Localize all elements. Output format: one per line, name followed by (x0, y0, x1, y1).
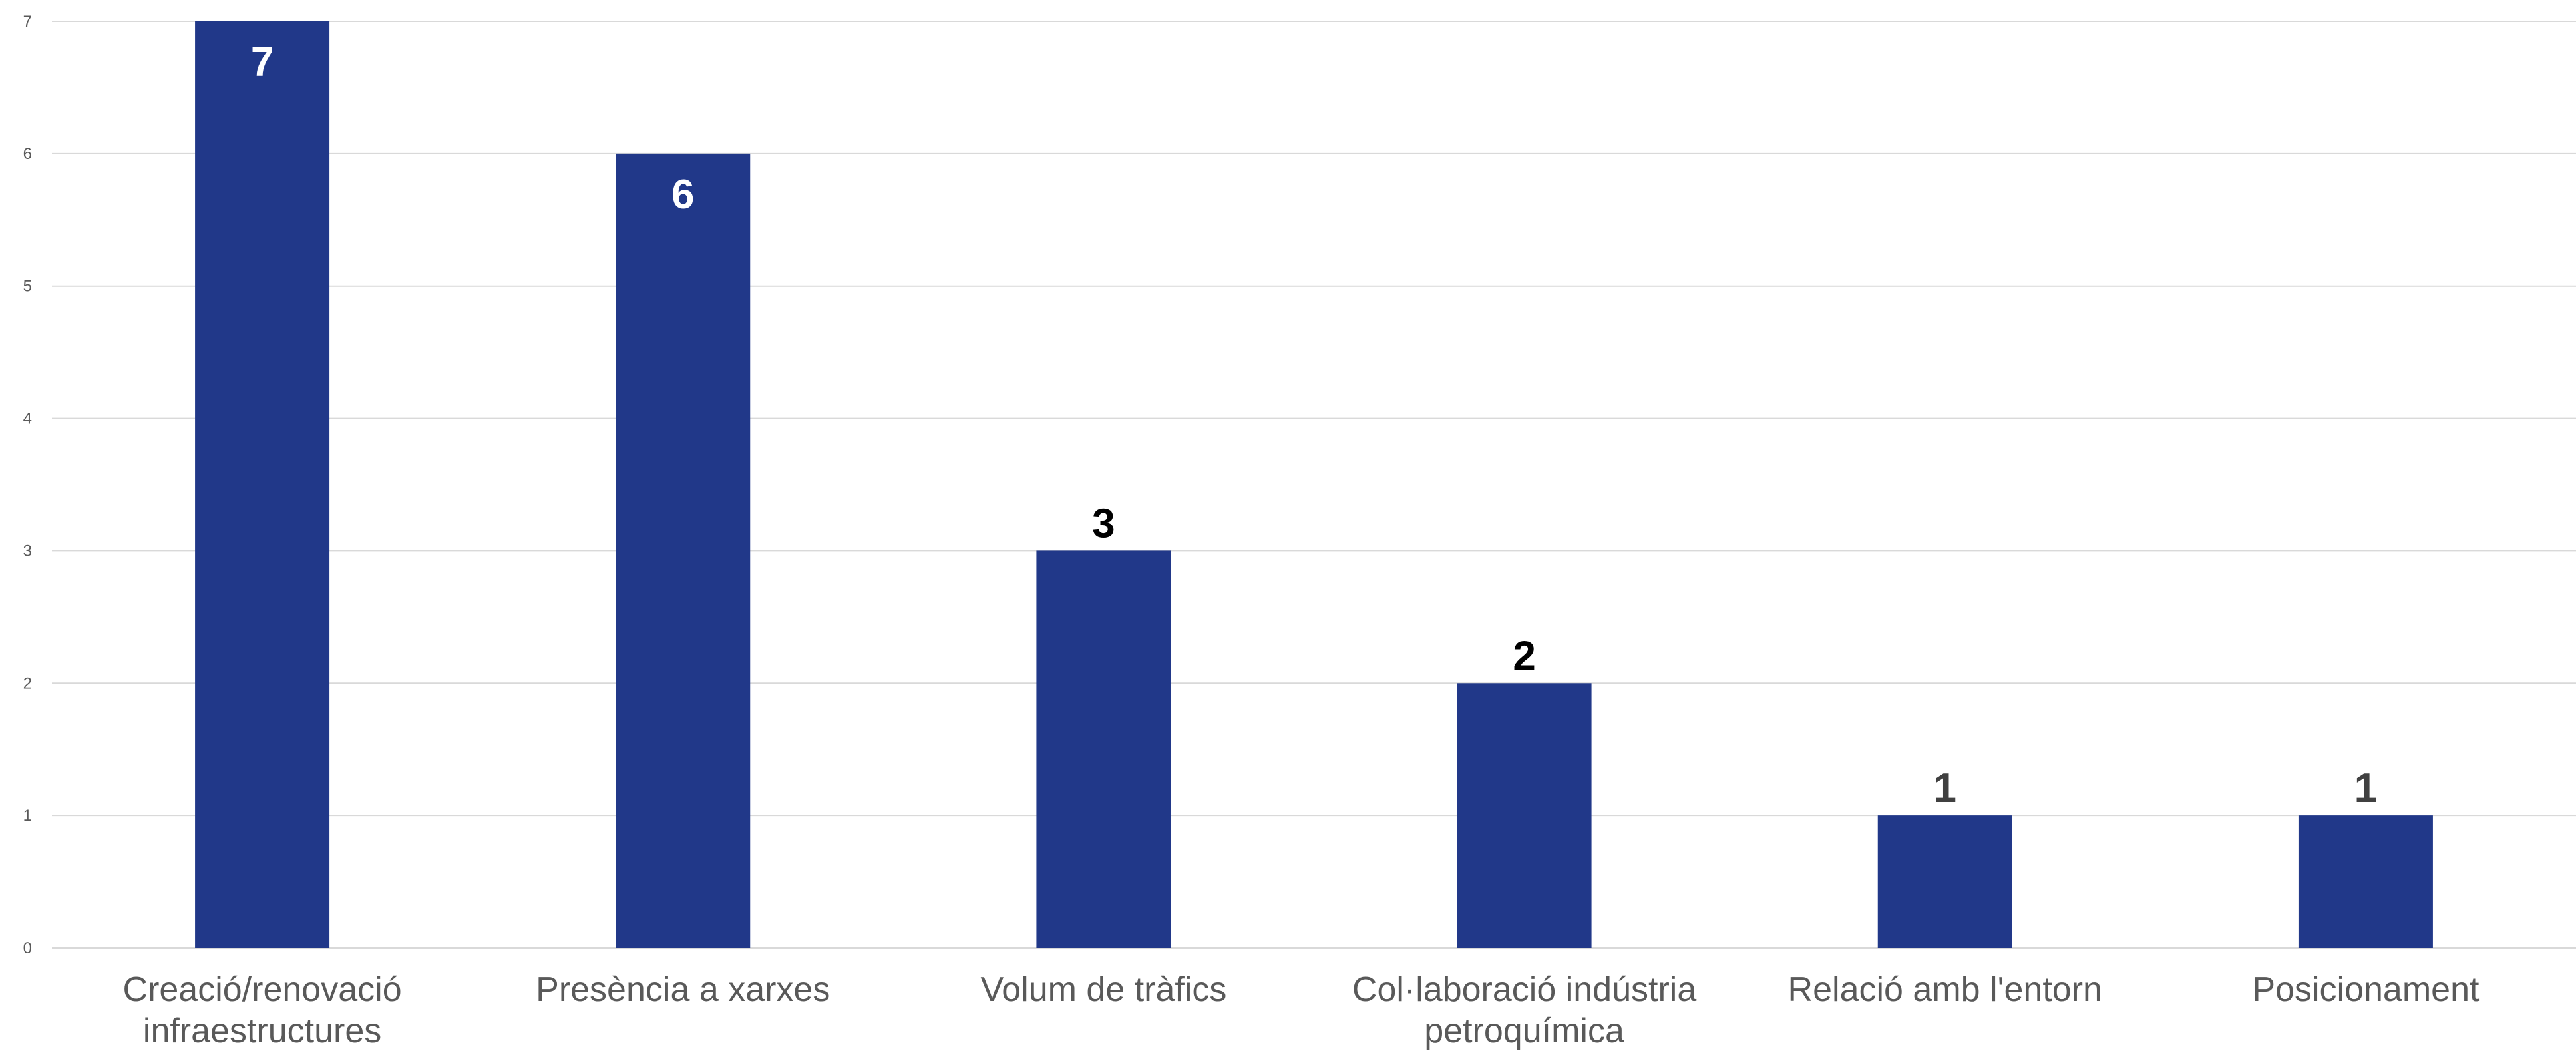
bar (195, 21, 330, 948)
x-tick-label-line: Creació/renovació (123, 970, 402, 1009)
x-tick-label-line: Presència a xarxes (536, 970, 830, 1009)
bar (2298, 815, 2433, 948)
data-label: 2 (1513, 633, 1535, 679)
bar (1036, 550, 1171, 948)
data-label: 1 (2354, 765, 2377, 811)
bar (1877, 815, 2012, 948)
x-tick-label: Posicionament (2252, 970, 2480, 1009)
bar (616, 153, 751, 948)
data-label: 6 (671, 172, 694, 218)
x-tick-label: Volum de tràfics (980, 970, 1226, 1009)
x-tick-label-line: petroquímica (1424, 1012, 1624, 1050)
x-tick-label: Presència a xarxes (536, 970, 830, 1009)
x-tick-label-line: Posicionament (2252, 970, 2480, 1009)
x-tick-label-line: Relació amb l'entorn (1788, 970, 2102, 1009)
data-label: 1 (1934, 765, 1956, 811)
x-tick-label: Col·laboració indústria petroquímica (1352, 970, 1696, 1050)
y-tick-label: 7 (23, 13, 32, 31)
y-tick-label: 4 (23, 410, 32, 428)
y-tick-label: 3 (23, 542, 32, 560)
data-label: 3 (1092, 501, 1115, 546)
y-tick-label: 6 (23, 145, 32, 163)
y-tick-label: 1 (23, 807, 32, 825)
x-tick-label-line: Volum de tràfics (980, 970, 1226, 1009)
data-label: 7 (251, 39, 274, 85)
y-tick-label: 5 (23, 278, 32, 296)
x-tick-label: Relació amb l'entorn (1788, 970, 2102, 1009)
x-tick-label-line: Col·laboració indústria (1352, 970, 1696, 1009)
x-tick-label-line: infraestructures (143, 1012, 381, 1050)
y-tick-label: 0 (23, 939, 32, 957)
y-tick-label: 2 (23, 674, 32, 692)
bar (1457, 683, 1592, 948)
x-tick-label: Creació/renovació infraestructures (123, 970, 402, 1050)
